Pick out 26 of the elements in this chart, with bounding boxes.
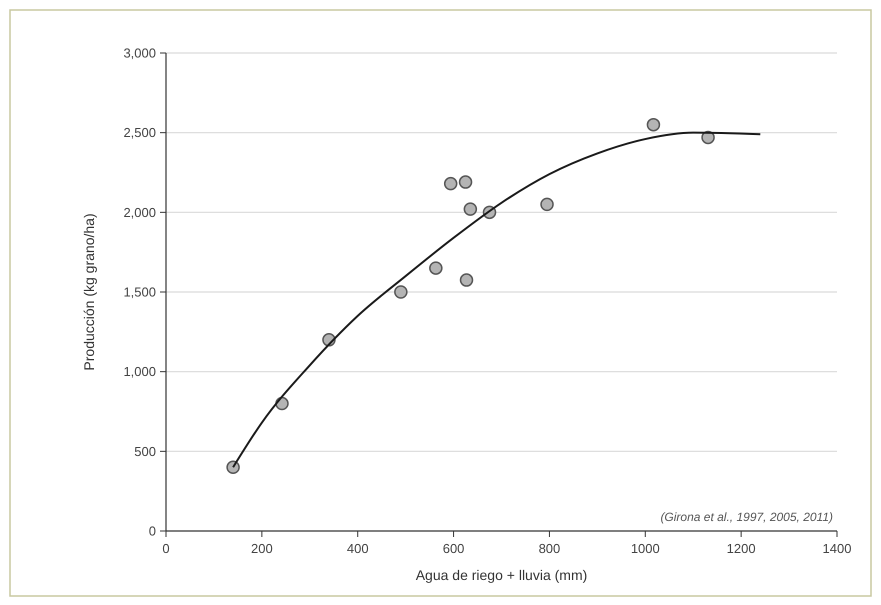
point: [646, 118, 660, 132]
point: [394, 285, 408, 299]
x-tick-label: 400: [346, 541, 369, 556]
x-tick-label: 1200: [726, 541, 756, 556]
x-tick-label: 600: [442, 541, 464, 556]
annotation: (Girona et al., 1997, 2005, 2011): [660, 510, 833, 524]
x-tick-label: 1000: [630, 541, 660, 556]
point: [464, 202, 478, 216]
x-axis-title: Agua de riego + lluvia (mm): [416, 567, 588, 583]
point: [429, 261, 443, 275]
y-tick-label: 2,500: [123, 125, 156, 140]
y-tick-label: 0: [148, 524, 156, 538]
y-axis-title: Producción (kg grano/ha): [81, 213, 97, 371]
point: [444, 176, 458, 190]
y-tick-label: 1,000: [123, 364, 156, 380]
y-tick-label: 2,000: [123, 204, 156, 220]
x-tick-label: 0: [162, 541, 170, 556]
x-tick-label: 1400: [822, 541, 852, 556]
point: [460, 273, 474, 287]
y-tick-label: 3,000: [123, 46, 156, 60]
point: [458, 175, 472, 189]
y-tick-label: 500: [134, 444, 156, 459]
x-tick-label: 800: [538, 541, 560, 556]
point: [540, 198, 554, 212]
y-tick-label: 1,500: [123, 284, 156, 300]
x-tick-label: 200: [251, 541, 273, 556]
